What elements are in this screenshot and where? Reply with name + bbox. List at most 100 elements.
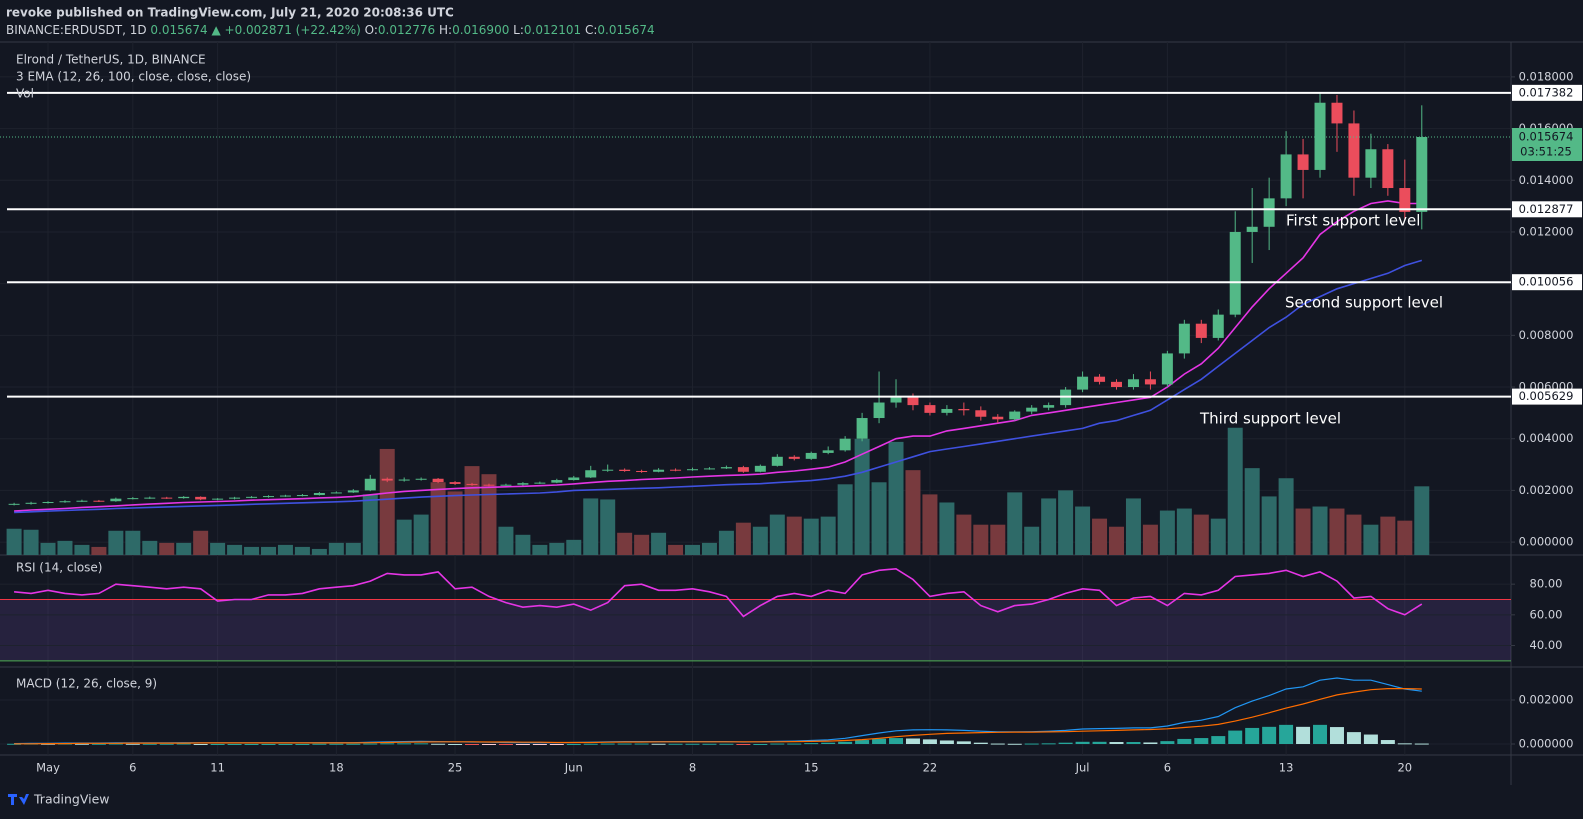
quote-part: L: (509, 23, 524, 37)
macd-histogram-bar (1041, 743, 1056, 745)
candle-body (720, 467, 732, 469)
volume-bar (871, 482, 887, 555)
volume-bar (1295, 508, 1311, 555)
countdown: 03:51:25 (1520, 145, 1572, 159)
volume-bar (57, 540, 73, 555)
macd-histogram-bar (91, 743, 106, 745)
candle-body (279, 495, 291, 497)
y-tick-label: 0.018000 (1519, 69, 1574, 83)
volume-bar (1075, 506, 1091, 555)
macd-histogram-bar (787, 743, 802, 745)
level-label-box (1512, 201, 1582, 218)
x-tick-label: 25 (448, 761, 463, 775)
y-tick-label: 40.00 (1530, 638, 1563, 652)
volume-bar (1261, 496, 1277, 555)
volume-bar (142, 540, 158, 555)
volume-bar (1244, 468, 1260, 555)
candle-body (1026, 407, 1038, 412)
macd-histogram-bar (1177, 738, 1192, 744)
x-tick-label: Jun (564, 761, 583, 775)
x-tick-label: 20 (1397, 761, 1412, 775)
x-tick-label: 6 (1164, 761, 1171, 775)
volume-bar (939, 502, 955, 555)
macd-histogram-bar (651, 743, 666, 745)
series-line (14, 259, 1423, 514)
candle-body (466, 483, 478, 485)
volume-bar (956, 514, 972, 555)
candle-body (330, 492, 342, 494)
volume-bar (820, 516, 836, 555)
candle-body (1382, 149, 1394, 189)
volume-bar (1414, 486, 1430, 555)
macd-histogram-bar (1194, 738, 1209, 744)
candle-body (703, 468, 715, 470)
macd-histogram-bar (889, 738, 904, 744)
volume-bar (718, 530, 734, 555)
macd-histogram-bar (1058, 742, 1073, 744)
level-label-box (1512, 388, 1582, 405)
candle-body (771, 456, 783, 466)
macd-histogram-bar (142, 743, 157, 745)
macd-histogram-bar (193, 744, 208, 745)
candle-body (687, 469, 698, 471)
quote-part: 0.012776 (378, 23, 435, 37)
footer-text: TradingView (33, 792, 110, 807)
macd-histogram-bar (176, 743, 191, 745)
candle-body (347, 490, 359, 493)
macd-histogram-bar (1279, 724, 1294, 744)
macd-histogram-bar (346, 743, 361, 745)
candle-body (1314, 102, 1326, 170)
volume-bar (413, 514, 429, 555)
volume-bar (735, 522, 751, 555)
macd-histogram-bar (1109, 742, 1124, 744)
candle-body (551, 480, 563, 483)
volume-bar (701, 542, 717, 555)
y-tick-label: 0.004000 (1519, 431, 1574, 445)
macd-histogram-bar (41, 743, 56, 745)
volume-bar (1397, 520, 1413, 555)
annotation: First support level (1286, 212, 1420, 230)
volume-bar (1210, 518, 1226, 555)
candle-body (178, 496, 190, 499)
macd-histogram-bar (973, 742, 988, 744)
macd-histogram-bar (583, 743, 598, 745)
x-tick-label: 13 (1279, 761, 1294, 775)
volume-bar (1227, 427, 1243, 555)
macd-histogram-bar (397, 743, 412, 745)
last-price-label: 0.015674 (1519, 130, 1574, 144)
candle-body (500, 484, 512, 486)
x-tick-label: 18 (329, 761, 344, 775)
candle-body (670, 469, 682, 471)
candle-body (76, 500, 88, 502)
volume-bar (1363, 524, 1379, 555)
volume-bar (159, 542, 175, 555)
candle-body (263, 496, 274, 498)
candle-body (653, 469, 665, 472)
pane-title: MACD (12, 26, close, 9) (16, 677, 157, 691)
candle-body (42, 502, 54, 504)
volume-bar (600, 499, 616, 555)
macd-histogram-bar (363, 743, 378, 745)
candle-body (8, 503, 20, 505)
macd-histogram-bar (108, 743, 123, 745)
macd-histogram-bar (872, 738, 887, 744)
volume-bar (345, 542, 361, 555)
volume-label: Vol (16, 87, 34, 101)
candle-body (924, 405, 936, 413)
volume-bar (1176, 508, 1192, 555)
candle-body (296, 495, 308, 497)
candle-body (1161, 353, 1173, 385)
macd-histogram-bar (736, 744, 751, 745)
macd-histogram-bar (261, 744, 276, 745)
macd-histogram-bar (549, 744, 564, 745)
candle-body (517, 483, 529, 485)
macd-histogram-bar (702, 743, 717, 745)
volume-bar (362, 494, 378, 555)
x-tick-label: 6 (129, 761, 136, 775)
macd-histogram-bar (210, 744, 225, 745)
macd-histogram-bar (1329, 727, 1344, 744)
candle-body (907, 396, 919, 406)
macd-histogram-bar (532, 744, 547, 745)
volume-bar (990, 524, 1006, 555)
volume-bar (227, 544, 243, 555)
